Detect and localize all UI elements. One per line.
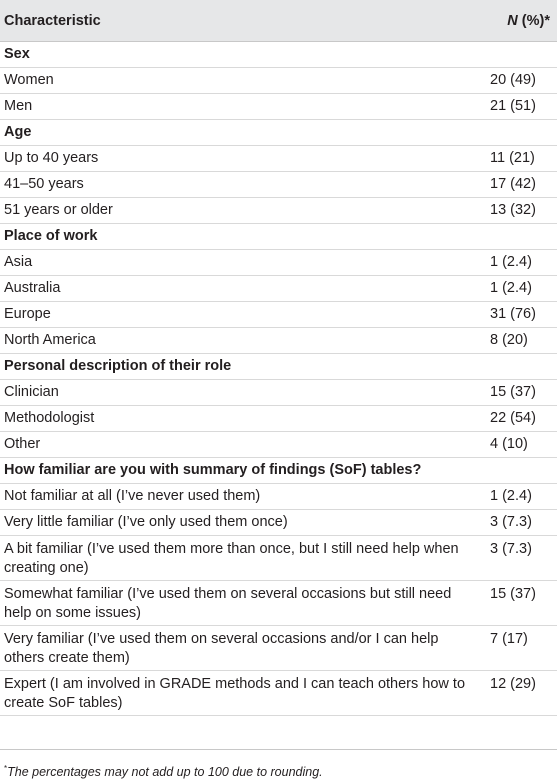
- section-row: Age: [0, 120, 557, 146]
- row-label: Other: [4, 436, 41, 452]
- row-value: 22 (54): [490, 410, 536, 426]
- row-value: 13 (32): [490, 202, 536, 218]
- row-label: North America: [4, 332, 96, 348]
- row-value: 4 (10): [490, 436, 528, 452]
- table-row: Asia 1 (2.4): [0, 250, 557, 276]
- footnote: *The percentages may not add up to 100 d…: [4, 764, 323, 779]
- table-row: Very familiar (I’ve used them on several…: [0, 626, 557, 671]
- section-label: How familiar are you with summary of fin…: [4, 462, 422, 478]
- section-label: Sex: [4, 46, 30, 62]
- row-label: Women: [4, 72, 54, 88]
- row-label: Asia: [4, 254, 33, 270]
- row-label: Clinician: [4, 384, 59, 400]
- table-row: North America 8 (20): [0, 328, 557, 354]
- table-body: Sex Women 20 (49) Men 21 (51) Age Up to 40 yea…: [0, 42, 557, 716]
- section-row: How familiar are you with summary of fin…: [0, 458, 557, 484]
- row-label: Expert (I am involved in GRADE methods a…: [4, 676, 466, 711]
- table-row: Methodologist 22 (54): [0, 406, 557, 432]
- row-label: Up to 40 years: [4, 150, 99, 166]
- row-label: A bit familiar (I’ve used them more than…: [4, 541, 459, 576]
- row-label: Men: [4, 98, 33, 114]
- row-value: 1 (2.4): [490, 254, 532, 270]
- row-value: 3 (7.3): [490, 514, 532, 530]
- footnote-mark: *: [4, 764, 8, 773]
- row-value: 12 (29): [490, 676, 536, 692]
- table-row: Expert (I am involved in GRADE methods a…: [0, 671, 557, 716]
- header-n-percent: N (%)*: [507, 13, 550, 29]
- table-row: Clinician 15 (37): [0, 380, 557, 406]
- row-label: Very familiar (I’ve used them on several…: [4, 631, 439, 666]
- row-value: 17 (42): [490, 176, 536, 192]
- row-label: Methodologist: [4, 410, 95, 426]
- row-value: 1 (2.4): [490, 280, 532, 296]
- section-row: Sex: [0, 42, 557, 68]
- characteristics-table: Characteristic N (%)* Sex Women 20 (49) Men…: [0, 0, 557, 716]
- table-row: 51 years or older 13 (32): [0, 198, 557, 224]
- table-bottom-rule: [0, 749, 557, 750]
- table-row: Women 20 (49): [0, 68, 557, 94]
- row-value: 11 (21): [490, 150, 535, 166]
- row-label: 51 years or older: [4, 202, 113, 218]
- row-label: Not familiar at all (I’ve never used the…: [4, 488, 261, 504]
- table-row: Australia 1 (2.4): [0, 276, 557, 302]
- table-row: Not familiar at all (I’ve never used the…: [0, 484, 557, 510]
- row-label: Somewhat familiar (I’ve used them on sev…: [4, 586, 452, 621]
- section-label: Age: [4, 124, 32, 140]
- header-characteristic: Characteristic: [4, 12, 101, 29]
- row-value: 21 (51): [490, 98, 536, 114]
- table-row: Europe 31 (76): [0, 302, 557, 328]
- row-label: 41–50 years: [4, 176, 84, 192]
- row-value: 31 (76): [490, 306, 536, 322]
- row-value: 7 (17): [490, 631, 528, 647]
- table-row: Somewhat familiar (I’ve used them on sev…: [0, 581, 557, 626]
- row-value: 20 (49): [490, 72, 536, 88]
- table-row: Very little familiar (I’ve only used the…: [0, 510, 557, 536]
- row-value: 1 (2.4): [490, 488, 532, 504]
- table-header: Characteristic N (%)*: [0, 0, 557, 42]
- table-row: Other 4 (10): [0, 432, 557, 458]
- footnote-text: The percentages may not add up to 100 du…: [7, 765, 323, 779]
- table-row: 41–50 years 17 (42): [0, 172, 557, 198]
- section-row: Place of work: [0, 224, 557, 250]
- section-label: Place of work: [4, 228, 98, 244]
- table-row: Up to 40 years 11 (21): [0, 146, 557, 172]
- section-label: Personal description of their role: [4, 358, 232, 374]
- section-row: Personal description of their role: [0, 354, 557, 380]
- row-value: 8 (20): [490, 332, 528, 348]
- row-label: Europe: [4, 306, 51, 322]
- row-label: Australia: [4, 280, 61, 296]
- header-n: N: [507, 12, 518, 29]
- header-percent: (%)*: [517, 12, 550, 29]
- row-label: Very little familiar (I’ve only used the…: [4, 514, 288, 530]
- row-value: 3 (7.3): [490, 541, 532, 557]
- row-value: 15 (37): [490, 384, 536, 400]
- table-row: Men 21 (51): [0, 94, 557, 120]
- table-row: A bit familiar (I’ve used them more than…: [0, 536, 557, 581]
- row-value: 15 (37): [490, 586, 536, 602]
